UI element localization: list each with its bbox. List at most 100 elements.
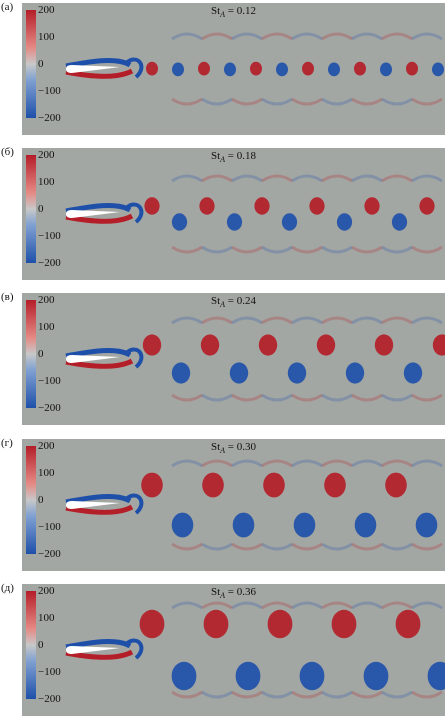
positive-vortex <box>385 472 407 498</box>
negative-vortex <box>403 362 423 384</box>
colorbar-ticks: 200 100 0 −100 −200 <box>38 4 72 124</box>
vorticity-panel-5: (д) StA = 0.36 200 100 0 −100 −200 <box>0 581 445 719</box>
colorbar-ticks: 200 100 0 −100 −200 <box>38 294 72 414</box>
panel-title: StA = 0.30 <box>22 441 445 455</box>
foil-shape <box>66 646 120 654</box>
positive-vortex <box>374 334 394 356</box>
positive-vortex <box>203 609 229 639</box>
negative-vortex <box>432 62 444 77</box>
positive-vortex <box>406 61 418 76</box>
positive-vortex <box>258 334 278 356</box>
negative-vortex <box>281 213 298 231</box>
colorbar-tick: −200 <box>38 548 61 560</box>
positive-vortex <box>419 197 435 215</box>
positive-vortex <box>309 197 325 215</box>
colorbar-tick: 200 <box>38 294 55 306</box>
negative-vortex <box>345 362 365 384</box>
foil-shape <box>66 210 120 218</box>
colorbar-ticks: 200 100 0 −100 −200 <box>38 585 72 705</box>
colorbar-tick: 200 <box>38 585 55 597</box>
positive-vortex <box>142 334 162 356</box>
title-sub: A <box>220 591 226 601</box>
negative-vortex <box>299 661 325 691</box>
negative-vortex <box>363 661 389 691</box>
positive-vortex <box>331 609 357 639</box>
title-sub: A <box>220 300 226 310</box>
panel-title: StA = 0.36 <box>22 586 445 600</box>
colorbar-tick: 0 <box>38 348 44 360</box>
positive-vortex <box>199 197 215 215</box>
panel-label: (г) <box>1 437 13 449</box>
colorbar-tick: −100 <box>38 375 61 387</box>
vorticity-field: StA = 0.12 200 100 0 −100 −200 <box>22 3 445 135</box>
vorticity-field: StA = 0.24 200 100 0 −100 −200 <box>22 293 445 425</box>
foil-shape <box>66 501 120 509</box>
positive-vortex <box>395 609 421 639</box>
title-base: St <box>210 295 221 307</box>
negative-vortex <box>171 362 191 384</box>
colorbar <box>26 300 36 408</box>
panel-label: (в) <box>1 291 14 303</box>
positive-vortex <box>139 609 165 639</box>
panel-label: (а) <box>1 1 14 13</box>
vorticity-field: StA = 0.36 200 100 0 −100 −200 <box>22 584 445 716</box>
positive-vortex <box>144 197 160 215</box>
title-value: = 0.18 <box>227 150 257 162</box>
colorbar <box>26 10 36 118</box>
negative-vortex <box>171 213 188 231</box>
title-base: St <box>210 150 221 162</box>
panel-label: (б) <box>1 146 14 158</box>
positive-vortex <box>354 61 366 76</box>
title-value: = 0.36 <box>227 586 257 598</box>
title-sub: A <box>220 10 226 20</box>
colorbar-tick: 0 <box>38 494 44 506</box>
colorbar-tick: −100 <box>38 666 61 678</box>
colorbar-tick: 100 <box>38 612 55 624</box>
negative-vortex <box>276 62 288 77</box>
colorbar-tick: 100 <box>38 176 55 188</box>
vorticity-field: StA = 0.18 200 100 0 −100 −200 <box>22 148 445 280</box>
colorbar-tick: −200 <box>38 257 61 269</box>
vorticity-panel-4: (г) StA = 0.30 200 100 0 −100 −200 <box>0 436 445 574</box>
negative-vortex <box>171 661 197 691</box>
colorbar-tick: −200 <box>38 112 61 124</box>
colorbar-tick: 100 <box>38 31 55 43</box>
positive-vortex <box>254 197 270 215</box>
vorticity-plot <box>65 459 443 551</box>
negative-vortex <box>171 512 194 538</box>
positive-vortex <box>146 61 158 76</box>
title-sub: A <box>220 446 226 456</box>
positive-vortex <box>250 61 262 76</box>
foil-shape <box>66 65 120 73</box>
colorbar-tick: 100 <box>38 321 55 333</box>
panel-title: StA = 0.24 <box>22 295 445 309</box>
title-value: = 0.24 <box>227 295 257 307</box>
negative-vortex <box>354 512 377 538</box>
panel-label: (д) <box>1 582 14 594</box>
negative-vortex <box>415 512 438 538</box>
title-value: = 0.12 <box>227 5 257 17</box>
positive-vortex <box>302 61 314 76</box>
negative-vortex <box>224 62 236 77</box>
colorbar-tick: 0 <box>38 639 44 651</box>
positive-vortex <box>432 334 445 356</box>
positive-vortex <box>364 197 380 215</box>
positive-vortex <box>141 472 163 498</box>
positive-vortex <box>324 472 346 498</box>
vorticity-field: StA = 0.30 200 100 0 −100 −200 <box>22 439 445 571</box>
vorticity-panel-3: (в) StA = 0.24 200 100 0 −100 −200 <box>0 290 445 428</box>
positive-vortex <box>316 334 336 356</box>
colorbar-tick: 0 <box>38 203 44 215</box>
colorbar-tick: −200 <box>38 402 61 414</box>
colorbar-tick: 0 <box>38 58 44 70</box>
panel-title: StA = 0.18 <box>22 150 445 164</box>
negative-vortex <box>391 213 408 231</box>
negative-vortex <box>287 362 307 384</box>
foil-shape <box>66 355 120 363</box>
negative-vortex <box>235 661 261 691</box>
title-value: = 0.30 <box>227 441 257 453</box>
panel-title: StA = 0.12 <box>22 5 445 19</box>
title-base: St <box>210 5 221 17</box>
colorbar <box>26 446 36 554</box>
negative-vortex <box>336 213 353 231</box>
